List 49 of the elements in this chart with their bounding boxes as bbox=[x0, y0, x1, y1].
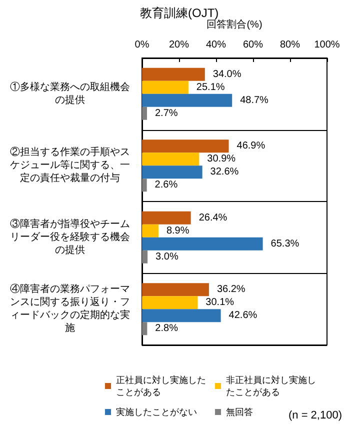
data-label: 36.2% bbox=[216, 284, 246, 296]
data-label: 3.0% bbox=[156, 251, 178, 262]
bar bbox=[142, 140, 229, 153]
data-label: 34.0% bbox=[212, 68, 242, 80]
data-label: 32.6% bbox=[210, 166, 239, 178]
bar bbox=[142, 283, 209, 296]
y-tick-label: ②担当する作業の手順やスケジュール等に関する、一定の責任や裁量の付与 bbox=[10, 146, 130, 184]
bar bbox=[142, 152, 200, 166]
legend-label: 正社員に対し実施したことがある bbox=[116, 375, 206, 397]
bar bbox=[142, 166, 202, 179]
bar bbox=[142, 211, 191, 224]
bar bbox=[142, 237, 263, 250]
x-tick-label: 0% bbox=[134, 40, 150, 50]
bar bbox=[142, 68, 205, 81]
x-axis-title: 回答割合(%) bbox=[206, 18, 262, 30]
y-tick-label: ③障害者が指導役やチームリーダー役を経験する機会の提供 bbox=[10, 218, 130, 256]
data-label: 30.9% bbox=[207, 154, 236, 165]
data-label: 30.1% bbox=[206, 297, 234, 308]
data-label: 2.6% bbox=[154, 180, 178, 191]
data-label: 26.4% bbox=[198, 212, 228, 224]
x-tick-label: 40% bbox=[206, 40, 226, 50]
data-label: 25.1% bbox=[196, 82, 225, 93]
bar bbox=[142, 224, 158, 238]
legend-label: 非正社員に対し実施したことがある bbox=[226, 375, 316, 397]
bar bbox=[142, 250, 148, 264]
data-label: 2.7% bbox=[154, 108, 178, 119]
data-label: 65.3% bbox=[270, 238, 300, 250]
x-tick-label: 100% bbox=[314, 40, 340, 50]
legend-label: 実施したことがない bbox=[116, 407, 197, 417]
bar bbox=[142, 80, 188, 94]
bar bbox=[142, 309, 221, 322]
bar bbox=[142, 322, 148, 336]
legend-label: 無回答 bbox=[226, 407, 253, 417]
data-label: 42.6% bbox=[228, 310, 258, 322]
chart-title: 教育訓練(OJT) bbox=[140, 6, 219, 20]
data-label: 8.9% bbox=[166, 225, 190, 236]
text: (n = 2,100) bbox=[288, 410, 342, 422]
y-tick-label: ④障害者の業務パフォーマンスに関する振り返り・フィードバックの定期的な実施 bbox=[10, 283, 130, 334]
bar bbox=[142, 178, 147, 192]
bar bbox=[142, 296, 198, 310]
data-label: 2.8% bbox=[155, 323, 178, 334]
x-tick-label: 60% bbox=[242, 40, 264, 50]
data-label: 46.9% bbox=[236, 140, 266, 152]
bar bbox=[142, 106, 147, 120]
data-label: 48.7% bbox=[240, 94, 269, 106]
x-tick-label: 80% bbox=[280, 40, 300, 50]
y-tick-label: ①多様な業務への取組機会の提供 bbox=[10, 80, 130, 106]
bar bbox=[142, 94, 232, 107]
x-tick-label: 20% bbox=[168, 40, 190, 50]
